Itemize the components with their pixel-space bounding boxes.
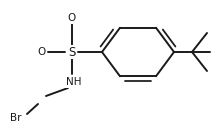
Text: O: O bbox=[38, 47, 46, 57]
Text: S: S bbox=[68, 45, 76, 58]
Text: O: O bbox=[68, 13, 76, 23]
Text: Br: Br bbox=[10, 113, 22, 123]
Text: NH: NH bbox=[66, 77, 82, 87]
